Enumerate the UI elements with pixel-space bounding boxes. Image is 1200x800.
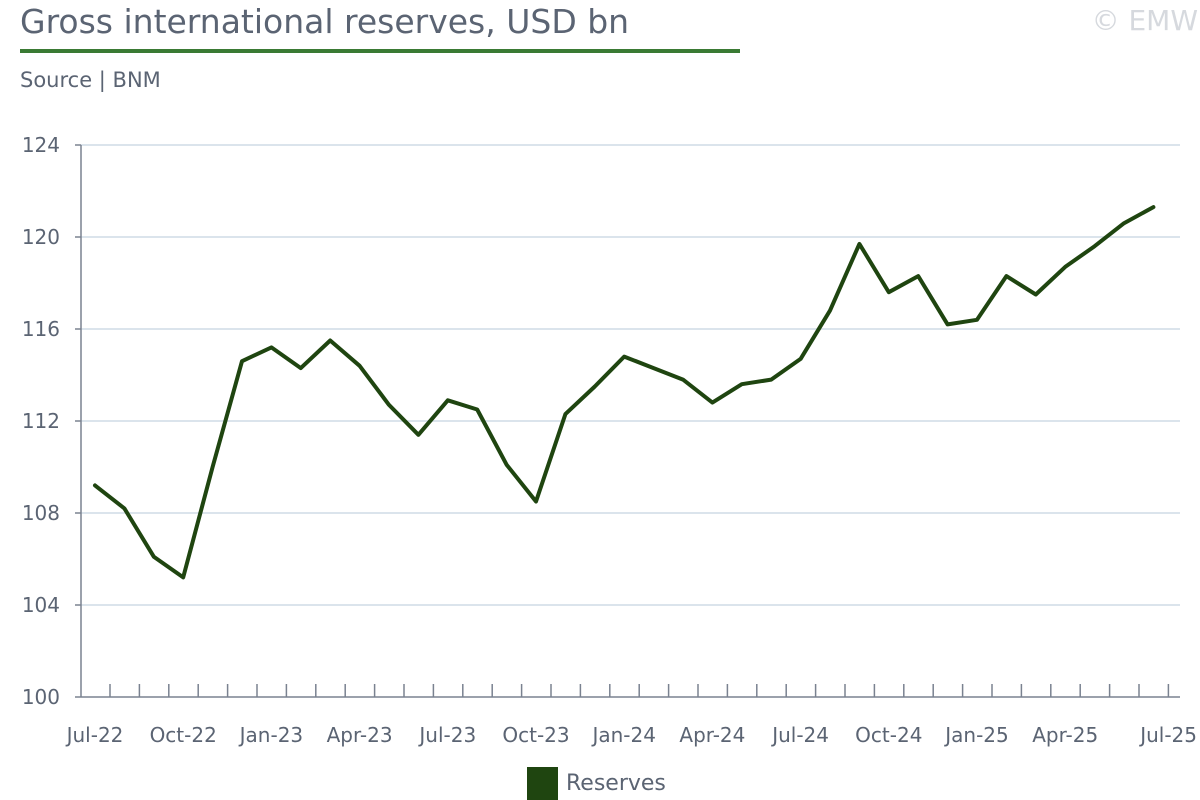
x-tick-label: Oct-24 [855, 723, 922, 747]
y-tick-label: 112 [22, 409, 60, 433]
copyright-watermark: © EMW [1091, 4, 1198, 37]
x-tick-label: Oct-23 [502, 723, 569, 747]
x-tick-label: Jul-24 [770, 723, 829, 747]
x-tick-label: Oct-22 [150, 723, 217, 747]
y-tick-labels: 100 104 108 112 116 120 124 [22, 133, 60, 709]
x-tick-label: Jan-25 [943, 723, 1009, 747]
x-tick-label: Jul-22 [65, 723, 124, 747]
chart-title: Gross international reserves, USD bn [20, 2, 630, 41]
chart-source: Source | BNM [20, 68, 161, 92]
x-tick-label: Apr-23 [327, 723, 393, 747]
x-tick-label: Jan-23 [238, 723, 304, 747]
legend-label-reserves: Reserves [566, 770, 666, 796]
legend-swatch-reserves [527, 766, 558, 800]
y-tick-label: 124 [22, 133, 60, 157]
title-underline [20, 49, 740, 53]
series-line-reserves [93, 205, 1156, 580]
y-tick-label: 108 [22, 501, 60, 525]
y-tick-label: 120 [22, 225, 60, 249]
x-tick-label: Apr-25 [1032, 723, 1098, 747]
axes [75, 144, 1180, 698]
x-tick-label: Jan-24 [590, 723, 656, 747]
grid-lines [81, 144, 1180, 606]
y-tick-label: 100 [22, 685, 60, 709]
y-tick-label: 116 [22, 317, 60, 341]
x-tick-label: Jul-25 [1138, 723, 1197, 747]
x-tick-labels: Jul-22 Oct-22 Jan-23 Apr-23 Jul-23 Oct-23 Jan-… [65, 723, 1197, 747]
x-tick-label: Apr-24 [679, 723, 745, 747]
x-tick-label: Jul-23 [417, 723, 476, 747]
legend: Reserves [527, 766, 666, 800]
y-tick-label: 104 [22, 593, 60, 617]
